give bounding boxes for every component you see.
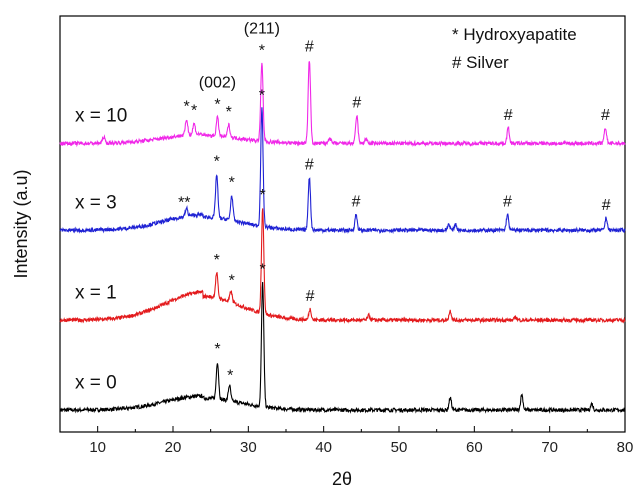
peak-marker: * (259, 43, 265, 60)
peak-marker: # (602, 197, 611, 214)
peak-marker: * (214, 96, 220, 113)
peak-marker: # (601, 107, 610, 124)
peak-marker: # (305, 39, 314, 56)
marker-layer: ******#*****## # #* * * ** ### # (178, 39, 611, 385)
series-label: x = 3 (75, 193, 117, 214)
x-tick-label: 40 (315, 439, 332, 456)
series-line (59, 61, 626, 148)
series-line (59, 281, 626, 414)
peak-marker: * (183, 98, 189, 115)
peak-marker: * (259, 88, 265, 105)
peak-marker: ** (178, 194, 190, 211)
series-label: x = 1 (75, 282, 117, 303)
plane-annotation: (211) (244, 21, 280, 38)
tick-layer: 10 20 30 40 50 60 70 80 (59, 426, 634, 456)
peak-marker: * (260, 262, 266, 279)
x-tick-label: 60 (466, 439, 483, 456)
peak-marker: * (214, 153, 220, 170)
peak-marker: * (229, 273, 235, 290)
x-tick-label: 50 (391, 439, 408, 456)
series-line (59, 208, 626, 325)
series-label: x = 10 (75, 106, 127, 127)
plane-annotation: (002) (199, 74, 236, 91)
peak-marker: # (503, 194, 512, 211)
y-axis-label: Intensity (a.u) (11, 169, 31, 278)
peak-marker: * (227, 367, 233, 384)
peak-marker: * (191, 103, 197, 120)
plot-frame (59, 15, 626, 433)
peak-marker: * (214, 341, 220, 358)
x-tick-label: 70 (541, 439, 558, 456)
peak-marker: # (352, 94, 361, 111)
peak-marker: # (352, 194, 361, 211)
peak-marker: # (306, 288, 315, 305)
x-tick-label: 80 (617, 439, 634, 456)
label-layer: x = 0 x = 1 x = 3 x = 10 (211) (002) (75, 21, 280, 394)
peak-marker: * (229, 175, 235, 192)
peak-marker: # (305, 156, 314, 173)
series-label: x = 0 (75, 372, 117, 393)
x-tick-label: 30 (240, 439, 257, 456)
series-line (59, 107, 626, 235)
legend-hydroxyapatite: * Hydroxyapatite (452, 25, 577, 44)
peak-marker: * (226, 104, 232, 121)
x-tick-label: 10 (89, 439, 106, 456)
series-layer (59, 61, 626, 414)
legend-silver: # Silver (452, 53, 509, 72)
peak-marker: * (260, 187, 266, 204)
peak-marker: # (504, 107, 513, 124)
x-tick-label: 20 (165, 439, 182, 456)
peak-marker: * (214, 252, 220, 269)
x-axis-label: 2θ (332, 469, 352, 489)
legend: * Hydroxyapatite # Silver (452, 25, 577, 72)
